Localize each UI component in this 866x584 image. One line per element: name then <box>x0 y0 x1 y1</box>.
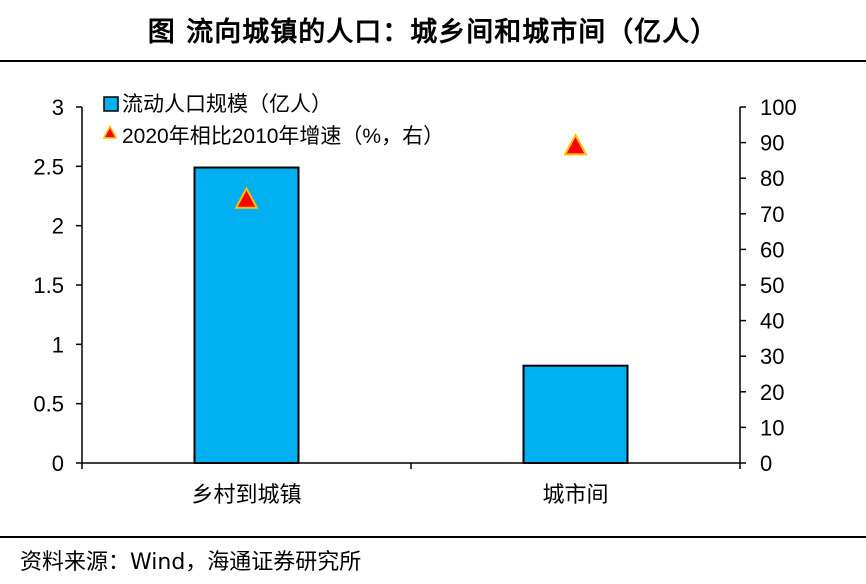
legend-swatch-bar <box>103 96 119 112</box>
growth-marker <box>563 133 588 156</box>
growth-marker <box>234 186 259 209</box>
legend-label-bar: 流动人口规模（亿人） <box>122 93 332 116</box>
legend-swatch-marker <box>102 124 118 139</box>
right-axis-tick-label: 0 <box>760 451 772 476</box>
x-axis-tick-label: 乡村到城镇 <box>191 482 301 507</box>
bar <box>522 364 629 464</box>
left-axis-tick-label: 1 <box>52 332 64 357</box>
source-rule <box>0 536 866 538</box>
source-note: 资料来源：Wind，海通证券研究所 <box>20 550 362 575</box>
right-axis-tick-label: 80 <box>760 166 784 191</box>
left-axis-tick-label: 3 <box>52 95 64 120</box>
right-axis-tick-label: 70 <box>760 202 784 227</box>
left-axis-tick-label: 2 <box>52 214 64 239</box>
right-axis-tick-label: 20 <box>760 380 784 405</box>
title-rule <box>0 60 866 62</box>
right-axis-tick-label: 60 <box>760 237 784 262</box>
bar <box>193 166 300 465</box>
right-axis-tick-label: 50 <box>760 273 784 298</box>
right-axis-tick-label: 30 <box>760 344 784 369</box>
legend-label-marker: 2020年相比2010年增速（%，右） <box>122 125 444 148</box>
left-axis-tick-label: 0 <box>52 451 64 476</box>
left-axis-tick-label: 0.5 <box>33 392 64 417</box>
x-axis-tick-label: 城市间 <box>542 482 608 507</box>
right-axis-tick-label: 100 <box>760 95 797 120</box>
right-axis-tick-label: 10 <box>760 415 784 440</box>
right-axis-tick-label: 40 <box>760 309 784 334</box>
right-axis-tick-label: 90 <box>760 131 784 156</box>
left-axis-tick-label: 2.5 <box>33 154 64 179</box>
left-axis-tick-label: 1.5 <box>33 273 64 298</box>
chart-title: 图 流向城镇的人口：城乡间和城市间（亿人） <box>147 17 719 48</box>
